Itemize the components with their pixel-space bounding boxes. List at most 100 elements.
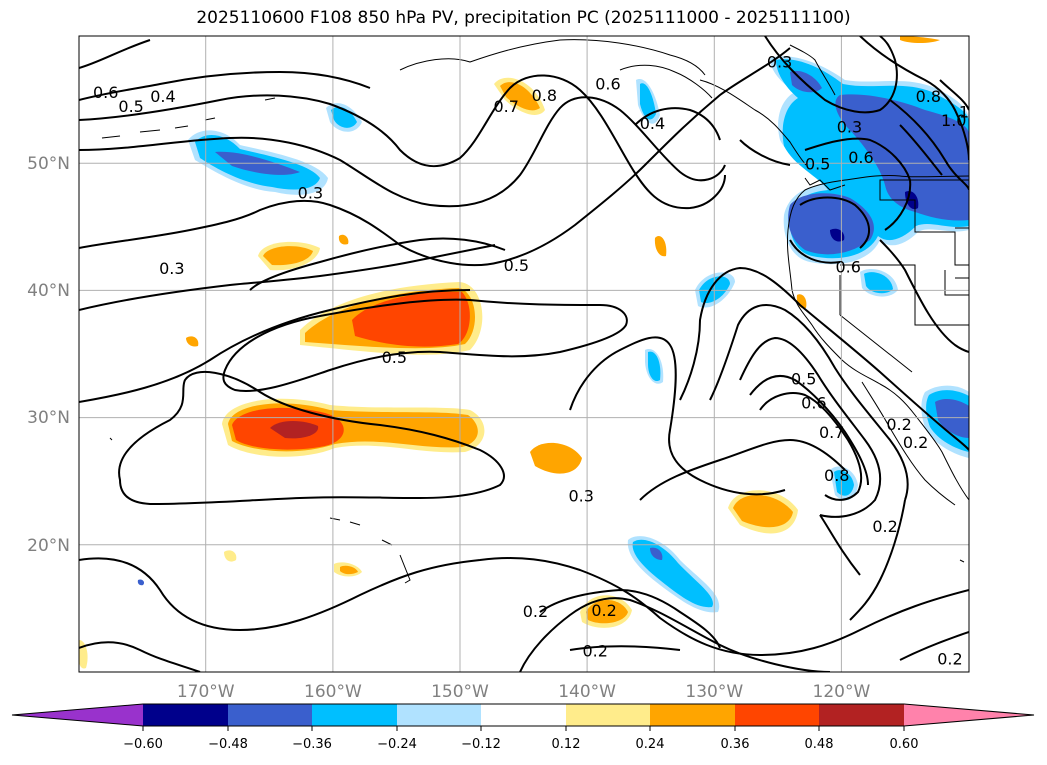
precip-anomaly-negative xyxy=(830,228,845,242)
colorbar-bin xyxy=(819,704,904,726)
pv-contour-line xyxy=(879,239,969,353)
lat-label: 50°N xyxy=(27,154,70,174)
contour-label: 0.8 xyxy=(532,86,557,105)
colorbar-tick-label: −0.24 xyxy=(377,737,417,752)
lat-label: 40°N xyxy=(27,281,70,301)
contour-label: 0.2 xyxy=(886,415,911,434)
lon-label: 120°W xyxy=(813,682,871,702)
colorbar-tick-label: 0.12 xyxy=(552,737,581,752)
pv-contour-line xyxy=(79,47,791,267)
contour-label: 0.3 xyxy=(568,486,593,505)
colorbar-extend-max xyxy=(904,704,1034,726)
precip-anomaly-negative xyxy=(788,193,874,255)
pv-contour-line xyxy=(79,39,151,69)
contour-label: 0.2 xyxy=(582,642,607,661)
contour-label: 0.5 xyxy=(791,369,816,388)
contour-label: 0.2 xyxy=(872,517,897,536)
colorbar-bin xyxy=(650,704,735,726)
precip-anomaly-negative xyxy=(835,94,969,221)
contour-label: 0.3 xyxy=(159,259,184,278)
pv-contour-line xyxy=(739,139,791,166)
precip-anomaly-negative xyxy=(640,83,656,120)
pv-contour-line xyxy=(569,645,681,651)
contour-label: 0.5 xyxy=(382,348,407,367)
pv-contour-line xyxy=(79,244,496,311)
contour-label: 0.6 xyxy=(801,394,826,413)
pv-contour-line xyxy=(222,298,628,392)
pv-contour-line xyxy=(519,597,831,672)
pv-contour-line xyxy=(749,374,869,486)
pv-contour-line xyxy=(539,588,721,649)
pv-contour-line xyxy=(739,336,882,518)
pv-contour-line xyxy=(804,137,912,231)
colorbar: −0.60 −0.48 −0.36 −0.24 −0.12 0.12 0.24 … xyxy=(11,703,1035,752)
map-title: 2025110600 F108 850 hPa PV, precipitatio… xyxy=(196,8,851,28)
pv-contour-line xyxy=(759,392,863,501)
colorbar-extend-min xyxy=(12,704,143,726)
pv-contour-line xyxy=(889,99,969,191)
pv-contour-line xyxy=(819,514,861,576)
pv-contour-line xyxy=(899,124,943,176)
contour-label: 0.8 xyxy=(916,87,941,106)
longitude-labels: 170°W 160°W 150°W 140°W 130°W 120°W xyxy=(177,682,871,702)
contour-label: 0.2 xyxy=(591,601,616,620)
pv-contours xyxy=(79,36,969,672)
contour-label: 0.4 xyxy=(150,87,175,106)
colorbar-tick-label: −0.60 xyxy=(123,737,163,752)
contour-label: 0.6 xyxy=(835,258,860,277)
pv-contour-line xyxy=(859,36,969,161)
contour-label: 0.8 xyxy=(824,466,849,485)
contour-label: 1.2 xyxy=(959,102,984,121)
contour-label: 0.3 xyxy=(298,184,323,203)
precip-anomaly-negative xyxy=(650,547,663,560)
pv-contour-line xyxy=(249,237,506,291)
colorbar-bin xyxy=(735,704,819,726)
pv-contour-line xyxy=(569,336,786,496)
precip-anomaly-positive xyxy=(654,236,667,257)
contour-label: 0.5 xyxy=(504,256,529,275)
colorbar-bin xyxy=(228,704,312,726)
lon-label: 130°W xyxy=(685,682,743,702)
plot-frame xyxy=(78,35,970,673)
colorbar-bin xyxy=(481,704,566,726)
pv-contour-line xyxy=(799,196,870,249)
map-plot-area: 0.60.50.40.30.3 0.50.50.70.80.60.40.30.30… xyxy=(79,36,984,672)
precip-anomaly-positive xyxy=(733,494,793,528)
colorbar-tick-label: 0.60 xyxy=(890,737,919,752)
precip-anomaly-positive xyxy=(586,600,628,624)
lon-label: 140°W xyxy=(558,682,616,702)
lon-label: 160°W xyxy=(304,682,362,702)
precip-anomaly-positive xyxy=(224,550,237,562)
contour-label: 0.3 xyxy=(767,53,792,72)
contour-label: 0.7 xyxy=(819,423,844,442)
contour-label: 1.0 xyxy=(941,111,966,130)
colorbar-bin xyxy=(397,704,481,726)
colorbar-tick-label: 0.36 xyxy=(721,737,750,752)
precip-anomaly-positive xyxy=(530,442,582,474)
pv-contour-line xyxy=(634,107,721,141)
colorbar-bin xyxy=(312,704,397,726)
precip-anomaly-positive xyxy=(263,246,313,266)
colorbar-bin xyxy=(566,704,650,726)
precip-anomaly-negative xyxy=(137,579,145,586)
coastlines xyxy=(101,39,969,584)
precip-anomaly-negative xyxy=(648,351,661,382)
pv-contour-line xyxy=(118,370,505,506)
precip-anomaly-positive xyxy=(900,36,940,43)
pv-contour-line xyxy=(639,438,846,501)
lon-label: 150°W xyxy=(431,682,489,702)
pv-contour-line xyxy=(79,641,201,672)
contour-label: 0.2 xyxy=(937,649,962,668)
contour-label: 0.5 xyxy=(118,97,143,116)
lat-label: 30°N xyxy=(27,408,70,428)
precip-anomaly-negative xyxy=(632,539,714,608)
pv-contour-line xyxy=(79,557,969,657)
pv-contour-labels: 0.60.50.40.30.3 0.50.50.70.80.60.40.30.30… xyxy=(93,53,984,669)
precip-anomaly-positive xyxy=(270,421,319,439)
pv-contour-line xyxy=(899,631,969,661)
pv-contour-line xyxy=(764,36,898,114)
precip-anomaly-negative xyxy=(935,399,969,438)
lon-label: 170°W xyxy=(177,682,235,702)
colorbar-tick-label: 0.24 xyxy=(636,737,665,752)
contour-label: 0.7 xyxy=(493,97,518,116)
